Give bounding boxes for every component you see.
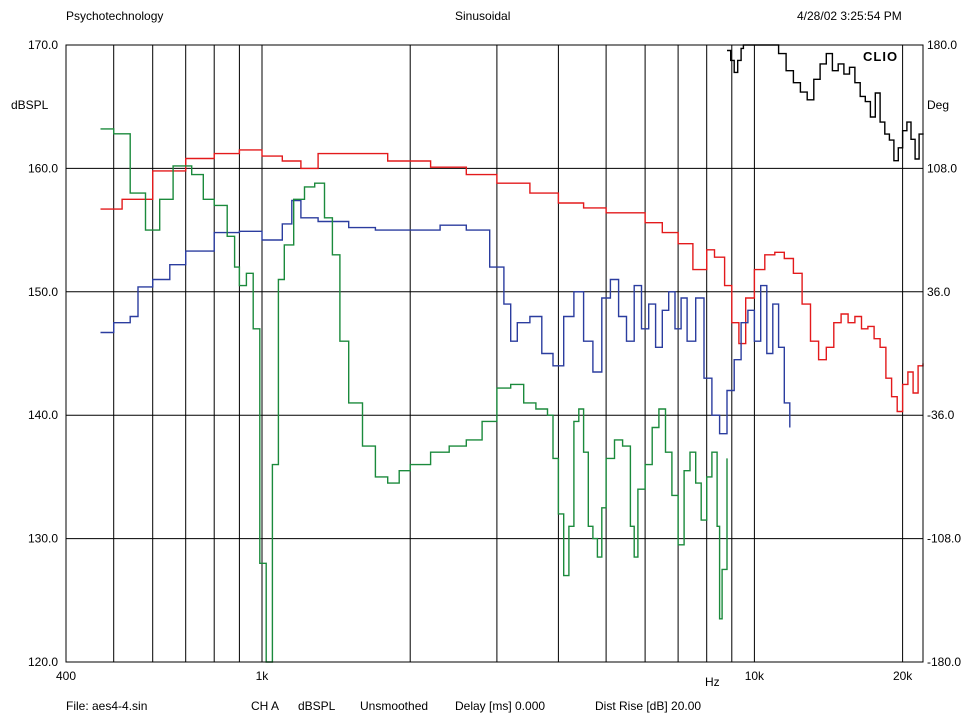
y2-tick-label: -36.0 (927, 408, 955, 422)
y-tick-label: 150.0 (28, 285, 58, 299)
footer-smoothing: Unsmoothed (360, 699, 429, 713)
header-app-name: Psychotechnology (66, 9, 164, 23)
x-axis-unit-label: Hz (705, 675, 720, 689)
y2-tick-label: -108.0 (927, 532, 961, 546)
plot-frame (65, 44, 924, 663)
horizontal-gridlines (66, 44, 923, 663)
series-line-3 (100, 128, 728, 663)
header-timestamp: 4/28/02 3:25:54 PM (797, 9, 902, 23)
y2-tick-label: 108.0 (927, 161, 957, 175)
y2-tick-label: -180.0 (927, 655, 961, 669)
x-tick-label: 10k (745, 669, 765, 683)
footer-delay: Delay [ms] 0.000 (455, 699, 546, 713)
y2-tick-label: 180.0 (927, 38, 957, 52)
series-line-1 (100, 149, 924, 413)
x-tick-label: 20k (893, 669, 913, 683)
y2-tick-label: 36.0 (927, 285, 951, 299)
y-tick-label: 130.0 (28, 532, 58, 546)
tick-labels: 120.0 130.0 140.0 150.0 160.0 170.0 -180.0 -108… (28, 38, 961, 683)
x-tick-label: 400 (56, 669, 76, 683)
clio-logo: CLIO (863, 49, 898, 64)
footer-file: File: aes4-4.sin (66, 699, 148, 713)
x-tick-label: 1k (256, 669, 270, 683)
footer-channel: CH A (251, 699, 280, 713)
vertical-gridlines (113, 45, 904, 662)
footer-units: dBSPL (298, 699, 336, 713)
footer-dist-rise: Dist Rise [dB] 20.00 (595, 699, 702, 713)
series-group (100, 44, 924, 663)
header-measurement-type: Sinusoidal (455, 9, 511, 23)
y-axis-right-label: Deg (927, 98, 950, 112)
y-tick-label: 170.0 (28, 38, 58, 52)
y-tick-label: 160.0 (28, 161, 58, 175)
y-tick-label: 140.0 (28, 408, 58, 422)
series-line-2 (100, 199, 791, 435)
y-axis-left-label: dBSPL (11, 98, 49, 112)
y-tick-label: 120.0 (28, 655, 58, 669)
